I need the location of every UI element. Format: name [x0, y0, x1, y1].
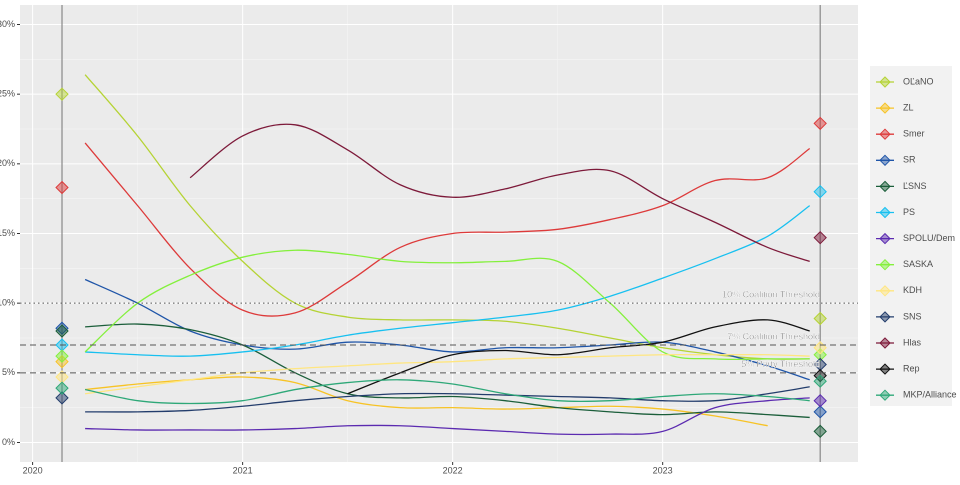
trend-line — [84, 278, 810, 381]
x-tick-label: 2021 — [233, 465, 253, 475]
trend-line — [84, 379, 810, 405]
trend-line — [85, 323, 810, 419]
legend-diamond — [879, 258, 891, 271]
y-tick-label: 5% — [2, 367, 15, 377]
y-tick-label: 20% — [0, 158, 15, 168]
y-tick-label: 0% — [2, 437, 15, 447]
trend-line — [85, 397, 810, 436]
legend-diamond — [879, 311, 891, 323]
result-diamond — [55, 349, 69, 363]
legend-diamond — [879, 180, 891, 193]
threshold-label: 7% Coalition Threshold — [727, 331, 820, 341]
legend-diamond — [879, 232, 891, 245]
legend-diamond — [879, 337, 891, 349]
legend-diamond — [879, 128, 891, 140]
trend-line — [85, 353, 810, 395]
result-diamond — [813, 374, 827, 388]
result-diamond — [55, 87, 69, 101]
result-diamond — [813, 311, 827, 326]
result-diamond — [813, 405, 827, 419]
trend-line — [189, 123, 810, 262]
legend-label: SR — [903, 155, 916, 165]
threshold-label: 10% Coalition Threshold — [722, 290, 820, 300]
legend-label: ĽSNS — [903, 181, 927, 191]
trend-line — [84, 74, 810, 360]
legend-label: SNS — [903, 311, 922, 321]
y-tick-label: 25% — [0, 89, 15, 99]
trend-line — [84, 249, 810, 361]
legend-diamond — [879, 206, 891, 219]
result-diamond — [813, 116, 827, 131]
result-diamond — [813, 424, 827, 439]
legend-diamond — [879, 102, 891, 114]
x-tick-label: 2022 — [443, 465, 463, 475]
y-tick-label: 30% — [0, 19, 15, 29]
trend-line — [347, 319, 810, 395]
y-tick-label: 15% — [0, 228, 15, 238]
result-diamond — [55, 391, 69, 405]
result-diamond — [55, 324, 69, 338]
legend-label: Rep — [903, 363, 920, 373]
legend-label: OĽaNO — [903, 76, 934, 86]
legend-diamond — [879, 363, 891, 375]
result-diamond — [55, 381, 69, 395]
x-tick-label: 2020 — [23, 465, 43, 475]
legend-diamond — [879, 76, 891, 88]
result-diamond — [813, 184, 827, 199]
legend-label: Smer — [903, 129, 925, 139]
x-tick-label: 2023 — [653, 465, 673, 475]
result-diamond — [55, 180, 69, 195]
trend-line — [84, 142, 811, 317]
legend-diamond — [879, 389, 891, 401]
trend-line — [85, 205, 811, 357]
legend-label: KDH — [903, 285, 922, 295]
legend-label: ZL — [903, 102, 914, 112]
legend-diamond — [879, 285, 891, 297]
legend-label: Hlas — [903, 337, 922, 347]
threshold-label: 5% Party Threshold — [741, 359, 820, 369]
result-diamond — [813, 393, 827, 408]
legend-label: SASKA — [903, 259, 933, 269]
legend-label: SPOLU/Dem — [903, 233, 955, 243]
legend-diamond — [879, 154, 891, 167]
trend-line — [85, 386, 810, 413]
result-diamond — [813, 230, 827, 245]
legend-label: MKP/Alliance — [903, 390, 957, 400]
y-tick-label: 10% — [0, 298, 15, 308]
legend-label: PS — [903, 207, 915, 217]
